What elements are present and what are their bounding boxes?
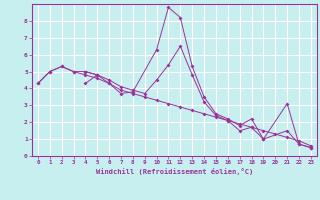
X-axis label: Windchill (Refroidissement éolien,°C): Windchill (Refroidissement éolien,°C) bbox=[96, 168, 253, 175]
